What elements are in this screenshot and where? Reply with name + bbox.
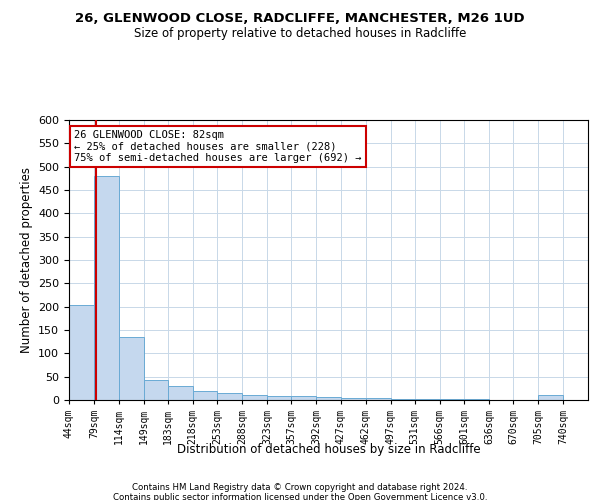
Bar xyxy=(464,399,490,400)
Bar xyxy=(415,398,440,400)
Text: Contains public sector information licensed under the Open Government Licence v3: Contains public sector information licen… xyxy=(113,492,487,500)
Text: 26, GLENWOOD CLOSE, RADCLIFFE, MANCHESTER, M26 1UD: 26, GLENWOOD CLOSE, RADCLIFFE, MANCHESTE… xyxy=(75,12,525,26)
Text: Distribution of detached houses by size in Radcliffe: Distribution of detached houses by size … xyxy=(177,442,481,456)
Text: 26 GLENWOOD CLOSE: 82sqm
← 25% of detached houses are smaller (228)
75% of semi-: 26 GLENWOOD CLOSE: 82sqm ← 25% of detach… xyxy=(74,130,362,163)
Bar xyxy=(538,396,563,400)
Bar xyxy=(167,386,193,400)
Text: Size of property relative to detached houses in Radcliffe: Size of property relative to detached ho… xyxy=(134,28,466,40)
Bar xyxy=(94,176,119,400)
Bar xyxy=(440,398,464,400)
Bar xyxy=(217,393,242,400)
Bar xyxy=(291,396,316,400)
Bar xyxy=(366,398,391,400)
Bar xyxy=(316,397,341,400)
Bar xyxy=(267,396,291,400)
Bar xyxy=(391,398,415,400)
Text: Contains HM Land Registry data © Crown copyright and database right 2024.: Contains HM Land Registry data © Crown c… xyxy=(132,482,468,492)
Bar xyxy=(242,396,267,400)
Bar xyxy=(119,337,143,400)
Bar xyxy=(69,305,94,400)
Bar xyxy=(341,398,366,400)
Bar xyxy=(193,390,217,400)
Bar xyxy=(143,380,167,400)
Y-axis label: Number of detached properties: Number of detached properties xyxy=(20,167,32,353)
